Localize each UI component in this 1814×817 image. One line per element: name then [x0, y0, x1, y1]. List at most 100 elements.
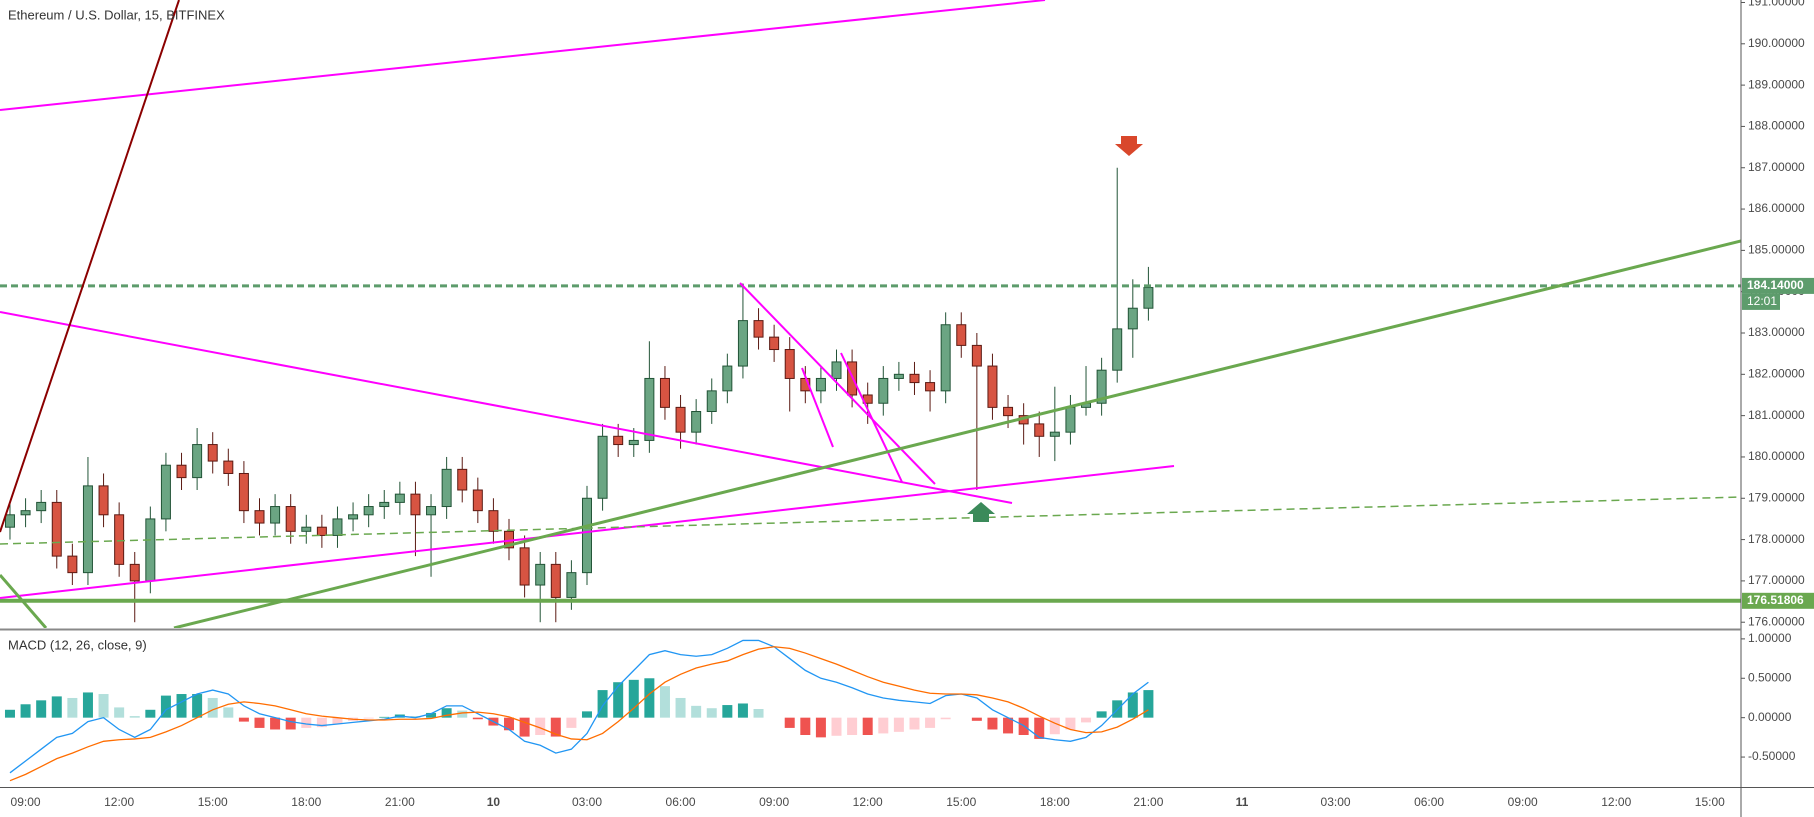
labels: Ethereum / U.S. Dollar, 15, BITFINEX MAC… [8, 0, 1814, 809]
x-tick-label: 09:00 [759, 795, 789, 809]
histogram-bar [706, 708, 717, 718]
histogram-bar [925, 717, 936, 728]
candle-body [1143, 287, 1154, 309]
x-tick-label: 06:00 [666, 795, 696, 809]
candle-body [410, 493, 421, 516]
countdown-box [1742, 293, 1780, 310]
candle-body [348, 514, 359, 520]
y-tick-label: 180.00000 [1748, 449, 1805, 463]
candle-body [51, 501, 62, 557]
candle-body [488, 510, 499, 532]
candle-body [737, 320, 748, 367]
candle-body [114, 514, 125, 565]
y-tick-label: 0.50000 [1748, 670, 1792, 684]
y-tick-label: 185.00000 [1748, 243, 1805, 257]
y-tick-label: 187.00000 [1748, 160, 1805, 174]
candle-body [831, 361, 842, 379]
macd-marks [4, 639, 1154, 782]
candle-body [971, 344, 982, 367]
candle-body [987, 365, 998, 408]
candle-body [36, 501, 47, 512]
candle-body [394, 493, 405, 503]
y-tick-label: 188.00000 [1748, 119, 1805, 133]
histogram-bar [363, 717, 374, 719]
histogram-bar [691, 705, 702, 718]
candle-body [223, 460, 234, 474]
histogram-bar [1096, 711, 1107, 718]
histogram-bar [176, 694, 187, 718]
chart-title: Ethereum / U.S. Dollar, 15, BITFINEX [8, 7, 225, 22]
histogram-bar [20, 704, 31, 718]
candle-body [691, 411, 702, 433]
histogram-bar [971, 717, 982, 721]
histogram-bar [1143, 690, 1154, 718]
candle-body [628, 439, 639, 446]
x-tick-label: 15:00 [1695, 795, 1725, 809]
candle-body [925, 382, 936, 392]
candle-body [1112, 328, 1123, 371]
histogram-bar [878, 717, 889, 734]
y-tick-label: 179.00000 [1748, 490, 1805, 504]
histogram-bar [238, 717, 249, 722]
histogram-bar [4, 709, 15, 718]
histogram-bar [909, 717, 920, 730]
candle-body [893, 373, 904, 379]
histogram-bar [472, 717, 483, 720]
candle-body [301, 526, 312, 532]
candle-body [581, 497, 592, 574]
candle-body [192, 444, 203, 479]
y-tick-label: 186.00000 [1748, 201, 1805, 215]
histogram-bar [847, 717, 858, 735]
x-tick-label: 03:00 [1321, 795, 1351, 809]
trend-line [840, 352, 903, 483]
candle-body [815, 377, 826, 392]
x-tick-label: 12:00 [1601, 795, 1631, 809]
x-tick-label: 18:00 [291, 795, 321, 809]
candle-body [644, 377, 655, 441]
candle-body [878, 377, 889, 404]
candle-body [1065, 406, 1076, 433]
histogram-bar [1127, 692, 1138, 718]
candle-body [426, 506, 437, 516]
candle-body [98, 485, 109, 516]
y-tick-label: 190.00000 [1748, 36, 1805, 50]
drawings [0, 0, 1741, 628]
histogram-bar [987, 717, 998, 730]
y-tick-label: 176.00000 [1748, 614, 1805, 628]
y-tick-label: 1.00000 [1748, 631, 1792, 645]
candle-body [472, 489, 483, 512]
histogram-bar [1065, 717, 1076, 730]
histogram-bar [566, 717, 577, 728]
histogram-bar [114, 707, 125, 718]
candle-body [207, 444, 218, 462]
histogram-bar [1003, 717, 1014, 734]
candle-body [82, 485, 93, 574]
price-label: 184.14000 [1747, 278, 1804, 292]
histogram-bar [379, 716, 390, 718]
buy-arrow [967, 502, 995, 522]
sell-arrow [1115, 136, 1143, 156]
macd-title: MACD (12, 26, close, 9) [8, 637, 147, 652]
price-label-box [1742, 277, 1814, 294]
trend-line [0, 0, 180, 533]
histogram-bar [192, 694, 203, 718]
histogram-bar [581, 711, 592, 718]
macd-line [9, 646, 1149, 782]
x-tick-label: 15:00 [198, 795, 228, 809]
histogram-bar [862, 717, 873, 735]
histogram-bar [550, 717, 561, 737]
x-tick-label: 15:00 [946, 795, 976, 809]
candle-body [441, 468, 452, 508]
histogram-bar [628, 679, 639, 718]
candle-body [784, 349, 795, 379]
candle-body [613, 435, 624, 446]
x-tick-label: 03:00 [572, 795, 602, 809]
histogram-bar [815, 717, 826, 738]
histogram-bar [1034, 717, 1045, 739]
histogram-bar [207, 697, 218, 718]
x-tick-label: 06:00 [1414, 795, 1444, 809]
histogram-bar [613, 682, 624, 718]
histogram-bar [301, 717, 312, 728]
histogram-bar [67, 697, 78, 718]
